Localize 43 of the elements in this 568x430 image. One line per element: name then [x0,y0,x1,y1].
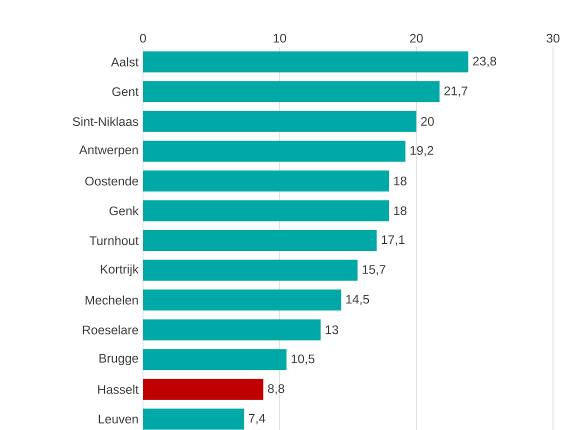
data-label: 20 [421,117,434,126]
bar [143,140,406,162]
y-tick-label: Turnhout [90,236,139,246]
data-label: 7,4 [248,414,266,424]
data-label: 23,8 [473,56,496,68]
data-label: 18 [394,206,406,216]
y-tick-label: Brugge [100,354,138,366]
bar [143,230,377,252]
bar [143,319,321,340]
y-tick-label: Aalst [110,57,139,66]
bar [143,200,389,222]
y-tick-label: Antwerpen [79,146,138,157]
y-tick-label: Oostende [85,176,138,186]
x-tick-label: 30 [546,34,560,43]
data-label: 10,5 [292,354,314,365]
data-label: 14,5 [346,294,370,306]
bar [143,110,416,132]
bar [143,170,389,192]
y-tick-label: Gent [112,87,139,96]
bar [143,51,468,72]
x-tick-label: 20 [410,34,423,43]
y-tick-label: Genk [110,206,139,216]
bar [143,290,342,311]
y-tick-label: Mechelen [86,295,138,305]
bar [143,378,264,400]
bar [143,260,358,281]
bar [143,349,286,370]
data-label: 17,1 [382,235,405,246]
y-tick-label: Kortrijk [100,264,139,276]
data-label: 18 [394,176,406,186]
x-tick-label: 0 [140,34,146,43]
y-tick-label: Roeselare [82,325,138,334]
y-tick-label: Leuven [98,414,138,424]
data-label: 8,8 [268,384,284,394]
bar [143,408,244,430]
data-label: 15,7 [362,265,386,276]
data-label: 21,7 [444,86,468,97]
y-tick-label: Sint-Niklaas [72,116,138,126]
data-label: 19,2 [410,146,434,156]
data-label: 13 [326,325,338,334]
y-tick-label: Hasselt [98,384,139,394]
x-tick-label: 10 [274,34,286,43]
bar [143,81,440,102]
